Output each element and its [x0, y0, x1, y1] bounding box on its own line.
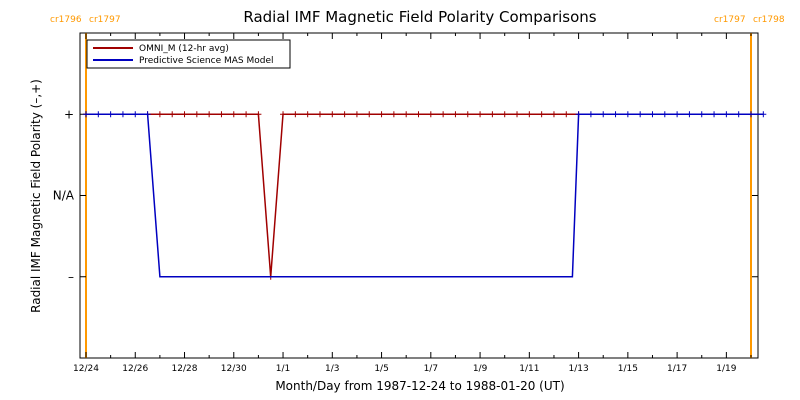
- series-1-point: [83, 111, 89, 118]
- series-0-point: [280, 111, 287, 118]
- x-tick-label: 1/17: [667, 364, 687, 374]
- series-0-point: [403, 111, 410, 118]
- plot-area-frame: [79, 32, 759, 359]
- series-0-point: [243, 111, 250, 118]
- x-tick-label: 1/5: [374, 364, 388, 374]
- x-tick-label: 1/1: [276, 364, 290, 374]
- series-0-point: [427, 111, 434, 118]
- x-tick-label: 12/26: [122, 364, 148, 374]
- series-0-point: [181, 111, 188, 118]
- x-tick-label: 1/19: [716, 364, 736, 374]
- series-0-point: [255, 111, 262, 118]
- series-0-point: [329, 111, 336, 118]
- x-tick-label: 1/3: [325, 364, 339, 374]
- y-tick-label: N/A: [53, 189, 75, 203]
- series-1-point: [748, 111, 754, 118]
- y-tick-label: +: [64, 107, 74, 121]
- series-1-point: [686, 111, 693, 118]
- y-axis-label: Radial IMF Magnetic Field Polarity (–,+): [29, 79, 43, 313]
- series-0-point: [218, 111, 225, 118]
- series-0-point: [353, 111, 360, 118]
- series-0-point: [378, 111, 385, 118]
- series-line-0: [86, 113, 579, 277]
- series-0-point: [550, 111, 557, 118]
- series-layer: [83, 111, 767, 280]
- series-0-point: [563, 111, 570, 118]
- x-axis: 12/24 12/26 12/28 12/30 1/1 1/3 1/5 1/7 1/9 1/11 1…: [73, 33, 752, 374]
- series-0-point: [464, 111, 471, 118]
- x-tick-label: 1/11: [519, 364, 539, 374]
- series-1-point: [119, 111, 126, 118]
- series-1-point: [600, 111, 607, 118]
- x-tick-label: 1/13: [568, 364, 588, 374]
- series-1-point: [612, 111, 619, 118]
- legend-label-omni: OMNI_M (12-hr avg): [139, 44, 229, 54]
- y-tick-label: –: [68, 270, 74, 284]
- series-1-point: [661, 111, 668, 118]
- carrington-label-right-2: cr1798: [753, 15, 785, 25]
- x-tick-label: 1/7: [424, 364, 438, 374]
- series-0-point: [390, 111, 397, 118]
- x-tick-label: 12/24: [73, 364, 99, 374]
- carrington-label-right-1: cr1797: [714, 15, 746, 25]
- carrington-label-left-1: cr1796: [50, 15, 82, 25]
- series-0-point: [538, 111, 545, 118]
- series-1-point: [637, 111, 644, 118]
- series-1-point: [587, 111, 594, 118]
- series-1-point: [624, 111, 631, 118]
- chart-title: Radial IMF Magnetic Field Polarity Compa…: [243, 8, 596, 26]
- series-1-point: [711, 111, 718, 118]
- series-0-point: [366, 111, 373, 118]
- series-1-point: [760, 111, 767, 118]
- series-0-point: [440, 111, 447, 118]
- series-1-point: [649, 111, 656, 118]
- series-0-point: [304, 111, 311, 118]
- series-0-point: [477, 111, 484, 118]
- series-1-point: [107, 111, 114, 118]
- series-0-point: [169, 111, 176, 118]
- series-0-point: [292, 111, 299, 118]
- series-0-point: [341, 111, 348, 118]
- series-0-point: [514, 111, 521, 118]
- x-tick-label: 12/28: [172, 364, 198, 374]
- series-0-point: [316, 111, 323, 118]
- series-1-point: [95, 111, 102, 118]
- series-1-point: [723, 111, 730, 118]
- series-0-point: [156, 111, 163, 118]
- series-0-point: [193, 111, 200, 118]
- series-1-point: [735, 111, 742, 118]
- x-axis-label: Month/Day from 1987-12-24 to 1988-01-20 …: [275, 379, 564, 393]
- x-tick-label: 1/9: [473, 364, 488, 374]
- series-1-point: [132, 111, 139, 118]
- series-0-point: [526, 111, 533, 118]
- x-tick-label: 1/15: [618, 364, 638, 374]
- series-1-point: [144, 111, 151, 118]
- series-0-point: [415, 111, 422, 118]
- legend: OMNI_M (12-hr avg) Predictive Science MA…: [86, 39, 291, 69]
- series-1-point: [575, 111, 582, 118]
- carrington-marker-lines: [85, 33, 752, 358]
- series-1-point: [674, 111, 681, 118]
- series-1-point: [698, 111, 705, 118]
- x-tick-label: 12/30: [221, 364, 247, 374]
- y-axis: + N/A –: [53, 107, 758, 284]
- legend-box: [86, 39, 291, 69]
- series-0-point: [452, 111, 459, 118]
- series-0-point: [489, 111, 496, 118]
- series-0-point: [206, 111, 213, 118]
- legend-label-mas: Predictive Science MAS Model: [139, 56, 274, 66]
- series-0-point: [501, 111, 508, 118]
- series-0-point: [230, 111, 237, 118]
- carrington-label-left-2: cr1797: [89, 15, 121, 25]
- series-line-1: [86, 113, 764, 278]
